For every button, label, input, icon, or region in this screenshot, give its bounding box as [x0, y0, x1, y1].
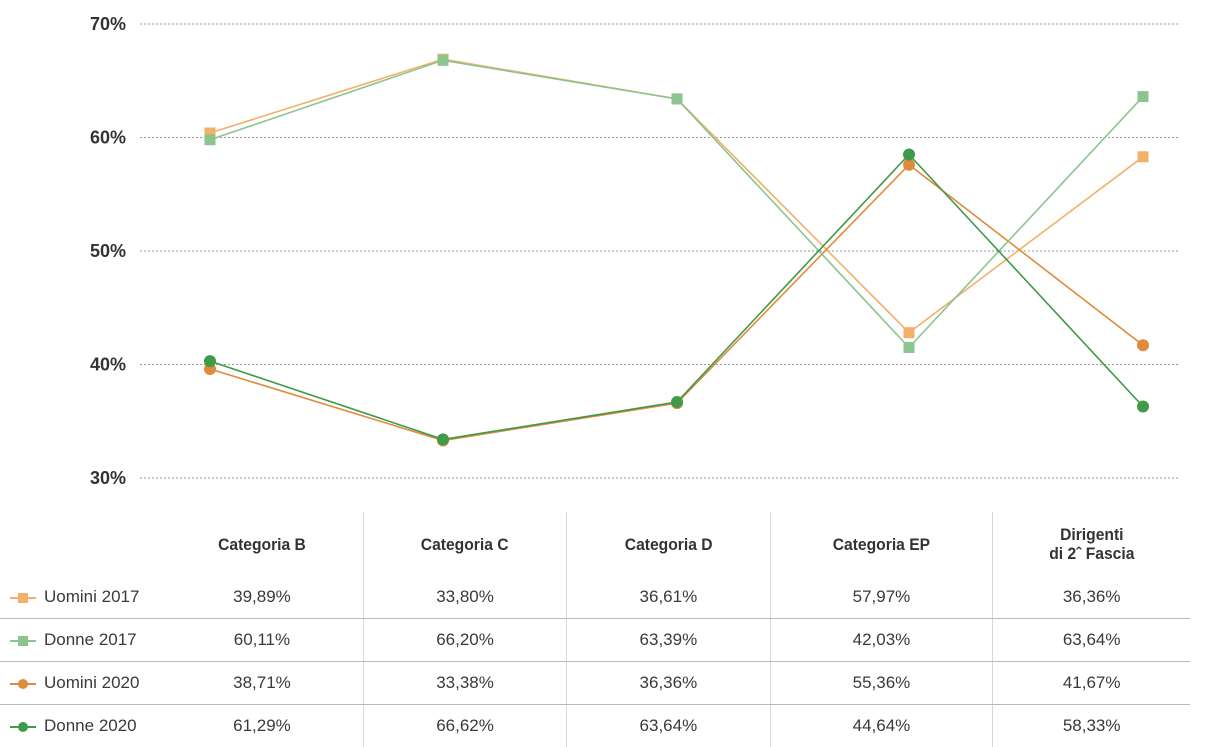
data-point-uomini-2020 — [1137, 339, 1149, 351]
legend-marker-uomini-2020 — [10, 679, 36, 689]
data-point-donne-2017 — [672, 93, 683, 104]
legend-entry-uomini-2017: Uomini 2017 — [0, 576, 161, 619]
col-header-categoria-d: Categoria D — [575, 512, 762, 576]
data-table: Categoria B Categoria C Categoria D Cate… — [0, 512, 1190, 747]
col-header-dirigenti: Dirigenti di 2ˆ Fascia — [1001, 512, 1182, 576]
data-point-uomini-2017 — [904, 327, 915, 338]
table-cell: 66,62% — [363, 705, 566, 747]
table-row-uomini-2020: Uomini 2020 38,71%33,38%36,36%55,36%41,67… — [0, 662, 1190, 705]
data-point-donne-2017 — [904, 342, 915, 353]
legend-marker-donne-2020 — [10, 722, 36, 732]
data-point-donne-2017 — [438, 55, 449, 66]
col-header-categoria-c: Categoria C — [372, 512, 559, 576]
y-tick-label: 40% — [90, 355, 126, 375]
data-point-donne-2020 — [437, 433, 449, 445]
y-tick-label: 30% — [90, 468, 126, 488]
data-point-donne-2020 — [1137, 400, 1149, 412]
legend-marker-donne-2017 — [10, 636, 36, 646]
col-header-categoria-b: Categoria B — [169, 512, 355, 576]
data-point-donne-2017 — [205, 134, 216, 145]
data-point-donne-2017 — [1138, 91, 1149, 102]
data-point-donne-2020 — [671, 396, 683, 408]
y-tick-label: 60% — [90, 128, 126, 148]
table-cell: 63,64% — [993, 619, 1190, 662]
table-cell: 63,39% — [567, 619, 770, 662]
legend-entry-donne-2020: Donne 2020 — [0, 705, 161, 747]
table-cell: 38,71% — [161, 662, 363, 705]
table-cell: 55,36% — [770, 662, 993, 705]
table-cell: 36,61% — [567, 576, 770, 619]
table-cell: 33,80% — [363, 576, 566, 619]
data-point-donne-2020 — [204, 355, 216, 367]
table-row-donne-2017: Donne 2017 60,11%66,20%63,39%42,03%63,64% — [0, 619, 1190, 662]
legend-label: Donne 2017 — [44, 630, 137, 649]
data-point-donne-2020 — [903, 149, 915, 161]
col-header-dirigenti-line2: di 2ˆ Fascia — [1007, 544, 1177, 563]
data-point-uomini-2020 — [903, 159, 915, 171]
table-cell: 61,29% — [161, 705, 363, 747]
legend-label: Uomini 2017 — [44, 587, 139, 606]
col-header-categoria-ep: Categoria EP — [779, 512, 984, 576]
table-corner — [6, 512, 154, 576]
table-cell: 42,03% — [770, 619, 993, 662]
table-cell: 57,97% — [770, 576, 993, 619]
line-chart: 70% 60% 50% 40% 30% — [0, 0, 1206, 500]
y-tick-label: 50% — [90, 241, 126, 261]
legend-label: Uomini 2020 — [44, 673, 139, 692]
table-body: Uomini 2017 39,89%33,80%36,61%57,97%36,36… — [0, 576, 1190, 747]
table-header-row: Categoria B Categoria C Categoria D Cate… — [0, 512, 1190, 576]
table-cell: 41,67% — [993, 662, 1190, 705]
table-cell: 66,20% — [363, 619, 566, 662]
table-cell: 63,64% — [567, 705, 770, 747]
table-cell: 39,89% — [161, 576, 363, 619]
legend-label: Donne 2020 — [44, 716, 137, 735]
legend-entry-uomini-2020: Uomini 2020 — [0, 662, 161, 705]
table-cell: 36,36% — [993, 576, 1190, 619]
col-header-dirigenti-line1: Dirigenti — [1007, 525, 1177, 544]
table-row-uomini-2017: Uomini 2017 39,89%33,80%36,61%57,97%36,36… — [0, 576, 1190, 619]
table-row-donne-2020: Donne 2020 61,29%66,62%63,64%44,64%58,33% — [0, 705, 1190, 747]
table-cell: 36,36% — [567, 662, 770, 705]
legend-entry-donne-2017: Donne 2017 — [0, 619, 161, 662]
table-cell: 33,38% — [363, 662, 566, 705]
table-cell: 44,64% — [770, 705, 993, 747]
data-point-uomini-2017 — [1138, 151, 1149, 162]
table-cell: 60,11% — [161, 619, 363, 662]
legend-marker-uomini-2017 — [10, 593, 36, 603]
y-tick-label: 70% — [90, 14, 126, 34]
table-cell: 58,33% — [993, 705, 1190, 747]
